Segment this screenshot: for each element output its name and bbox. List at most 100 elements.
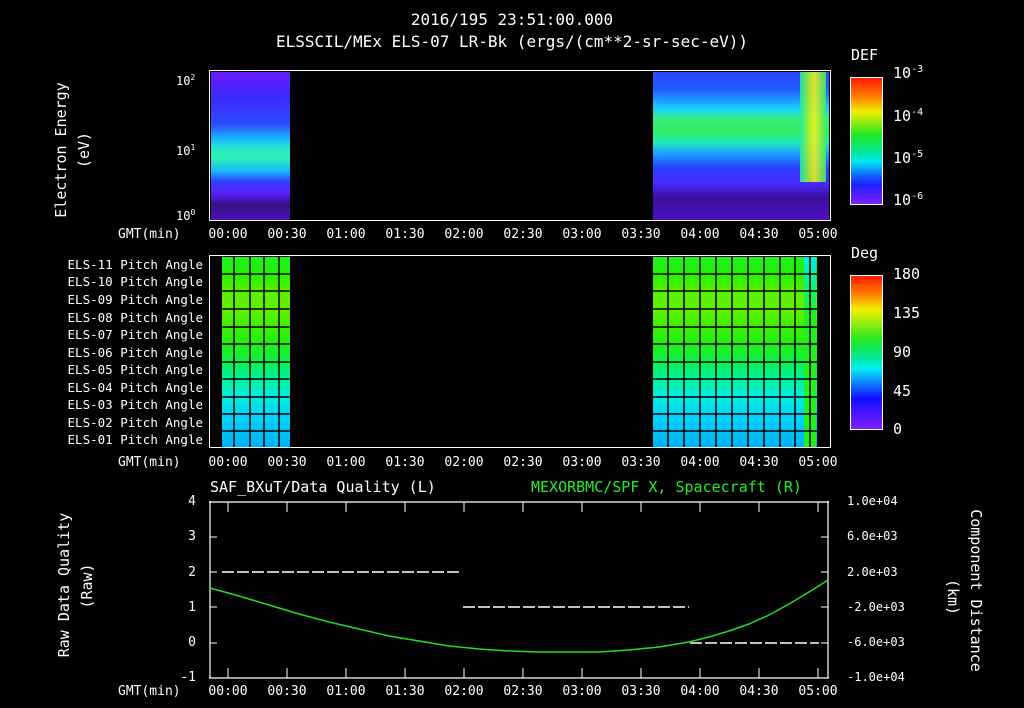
colorbar2-tick: 180 bbox=[893, 265, 921, 283]
colorbar1-tick-1e-4: 10-4 bbox=[893, 107, 924, 125]
panel1-yunit-wrap: (eV) bbox=[75, 132, 155, 208]
colorbar2-tick: 45 bbox=[893, 382, 912, 400]
panel2-xtick: 02:00 bbox=[444, 455, 484, 470]
pitch-grid-lines bbox=[210, 256, 830, 447]
panel1-xtick: 00:30 bbox=[267, 227, 307, 242]
colorbar2-tick: 135 bbox=[893, 304, 921, 322]
panel2-xtick: 00:30 bbox=[267, 455, 307, 470]
pitch-row-label: ELS-03 Pitch Angle bbox=[67, 397, 203, 412]
panel3-left-title: SAF_BXuT/Data Quality (L) bbox=[210, 478, 436, 496]
pitch-row-label: ELS-07 Pitch Angle bbox=[67, 327, 203, 342]
data-quality-series bbox=[222, 571, 819, 644]
panel2-xtick: 02:30 bbox=[503, 455, 543, 470]
panel3-ytick-left: 2 bbox=[188, 565, 196, 580]
pitch-row-label: ELS-02 Pitch Angle bbox=[67, 415, 203, 430]
panel2-xtick: 03:30 bbox=[621, 455, 661, 470]
spectrogram-block-early bbox=[211, 72, 290, 220]
pitch-row-label: ELS-08 Pitch Angle bbox=[67, 310, 203, 325]
panel3-ytick-left: 3 bbox=[188, 529, 196, 544]
panel1-xtick: 01:30 bbox=[385, 227, 425, 242]
panel3-ylabel-left: Raw Data Quality bbox=[55, 512, 73, 658]
colorbar1-tick-1e-5: 10-5 bbox=[893, 149, 924, 167]
panel2-xlabel: GMT(min) bbox=[118, 455, 181, 470]
pitch-row-label: ELS-05 Pitch Angle bbox=[67, 362, 203, 377]
pitch-row-label: ELS-01 Pitch Angle bbox=[67, 432, 203, 447]
panel3-ytick-right: -6.0e+03 bbox=[847, 635, 905, 649]
panel3-yunit-left-wrap: (Raw) bbox=[78, 563, 158, 644]
line-plot bbox=[209, 501, 829, 679]
panel2-xtick: 04:00 bbox=[680, 455, 720, 470]
panel3-yunit-left: (Raw) bbox=[78, 563, 96, 609]
colorbar1-title: DEF bbox=[851, 46, 879, 64]
pitch-block-late bbox=[653, 257, 817, 447]
panel1-xtick: 04:00 bbox=[680, 227, 720, 242]
panel3-ytick-left: 4 bbox=[188, 494, 196, 509]
pitch-row-label: ELS-11 Pitch Angle bbox=[67, 257, 203, 272]
panel3-ytick-left: 1 bbox=[188, 600, 196, 615]
spectrogram-plot bbox=[209, 70, 831, 221]
panel1-xtick: 03:00 bbox=[562, 227, 602, 242]
panel1-xtick: 04:30 bbox=[739, 227, 779, 242]
panel3-xtick: 00:30 bbox=[267, 684, 307, 699]
panel1-yunit: (eV) bbox=[75, 131, 93, 169]
spacecraft-x-series bbox=[209, 579, 829, 653]
line-plot-svg bbox=[209, 501, 829, 679]
pitch-row-label: ELS-09 Pitch Angle bbox=[67, 292, 203, 307]
panel3-ytick-left: -1 bbox=[180, 670, 196, 685]
panel3-xtick: 02:00 bbox=[444, 684, 484, 699]
panel3-xlabel: GMT(min) bbox=[118, 684, 181, 699]
spectrogram-block-late bbox=[653, 72, 829, 220]
panel3-ylabel-right-wrap: Component Distance bbox=[967, 503, 1024, 672]
panel3-ytick-right: 6.0e+03 bbox=[847, 529, 898, 543]
panel3-ytick-right: 1.0e+04 bbox=[847, 494, 898, 508]
panel1-xtick: 02:30 bbox=[503, 227, 543, 242]
colorbar2-tick: 90 bbox=[893, 343, 912, 361]
panel3-yunit-right: (km) bbox=[944, 578, 962, 616]
colorbar1-tick-1e-6: 10-6 bbox=[893, 191, 924, 209]
pitch-row-label: ELS-04 Pitch Angle bbox=[67, 380, 203, 395]
panel3-xtick: 00:00 bbox=[208, 684, 248, 699]
panel3-xtick: 05:00 bbox=[798, 684, 838, 699]
panel3-ytick-right: -1.0e+04 bbox=[847, 670, 905, 684]
panel3-right-title: MEXORBMC/SPF X, Spacecraft (R) bbox=[531, 478, 802, 496]
panel2-xtick: 01:00 bbox=[326, 455, 366, 470]
panel2-xtick: 00:00 bbox=[208, 455, 248, 470]
panel3-ylabel-right: Component Distance bbox=[967, 509, 985, 672]
panel3-yunit-right-wrap: (km) bbox=[944, 567, 1022, 615]
spectrogram-burst bbox=[800, 72, 826, 182]
panel2-xtick: 04:30 bbox=[739, 455, 779, 470]
panel1-xtick: 03:30 bbox=[621, 227, 661, 242]
panel2-xtick: 05:00 bbox=[798, 455, 838, 470]
colorbar1-tick-1e-3: 10-3 bbox=[893, 64, 924, 82]
panel1-ytick-1: 100 bbox=[176, 208, 196, 223]
panel3-xtick: 04:00 bbox=[680, 684, 720, 699]
colorbar-deg bbox=[850, 275, 883, 430]
pitch-row-label: ELS-06 Pitch Angle bbox=[67, 345, 203, 360]
panel1-xtick: 05:00 bbox=[798, 227, 838, 242]
panel1-xtick: 02:00 bbox=[444, 227, 484, 242]
panel1-ytick-10: 101 bbox=[176, 143, 196, 158]
panel3-ytick-right: -2.0e+03 bbox=[847, 600, 905, 614]
panel3-xtick: 01:00 bbox=[326, 684, 366, 699]
panel1-ylabel: Electron Energy bbox=[52, 82, 70, 218]
panel3-xtick: 04:30 bbox=[739, 684, 779, 699]
panel2-xtick: 03:00 bbox=[562, 455, 602, 470]
colorbar-def bbox=[850, 77, 883, 205]
pitch-row-label: ELS-10 Pitch Angle bbox=[67, 274, 203, 289]
panel3-xtick: 03:30 bbox=[621, 684, 661, 699]
panel3-ytick-right: 2.0e+03 bbox=[847, 565, 898, 579]
panel1-xtick: 00:00 bbox=[208, 227, 248, 242]
panel1-ytick-100: 102 bbox=[176, 73, 196, 88]
plot-timestamp: 2016/195 23:51:00.000 bbox=[410, 10, 614, 29]
plot-subtitle: ELSSCIL/MEx ELS-07 LR-Bk (ergs/(cm**2-sr… bbox=[275, 32, 748, 51]
panel3-ytick-left: 0 bbox=[188, 635, 196, 650]
colorbar2-tick: 0 bbox=[893, 420, 903, 438]
panel3-xtick: 02:30 bbox=[503, 684, 543, 699]
colorbar2-title: Deg bbox=[851, 244, 879, 262]
panel1-xlabel: GMT(min) bbox=[118, 227, 181, 242]
panel1-xtick: 01:00 bbox=[326, 227, 366, 242]
panel3-xtick: 03:00 bbox=[562, 684, 602, 699]
panel3-xtick: 01:30 bbox=[385, 684, 425, 699]
panel2-xtick: 01:30 bbox=[385, 455, 425, 470]
pitch-angle-plot bbox=[209, 255, 831, 448]
